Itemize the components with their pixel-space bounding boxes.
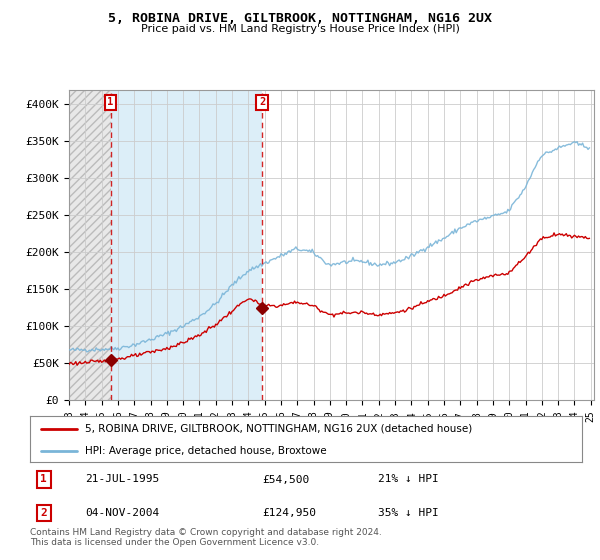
Text: 1: 1: [40, 474, 47, 484]
Text: 1: 1: [107, 97, 114, 108]
Bar: [110, 90, 262, 400]
Text: 5, ROBINA DRIVE, GILTBROOK, NOTTINGHAM, NG16 2UX: 5, ROBINA DRIVE, GILTBROOK, NOTTINGHAM, …: [108, 12, 492, 25]
Text: Price paid vs. HM Land Registry's House Price Index (HPI): Price paid vs. HM Land Registry's House …: [140, 24, 460, 34]
Text: 21-JUL-1995: 21-JUL-1995: [85, 474, 160, 484]
Text: £124,950: £124,950: [262, 508, 316, 518]
Text: HPI: Average price, detached house, Broxtowe: HPI: Average price, detached house, Brox…: [85, 446, 327, 455]
Text: Contains HM Land Registry data © Crown copyright and database right 2024.
This d: Contains HM Land Registry data © Crown c…: [30, 528, 382, 547]
Text: £54,500: £54,500: [262, 474, 309, 484]
Bar: [69, 90, 110, 400]
Text: 04-NOV-2004: 04-NOV-2004: [85, 508, 160, 518]
Text: 5, ROBINA DRIVE, GILTBROOK, NOTTINGHAM, NG16 2UX (detached house): 5, ROBINA DRIVE, GILTBROOK, NOTTINGHAM, …: [85, 424, 472, 434]
Text: 21% ↓ HPI: 21% ↓ HPI: [378, 474, 439, 484]
Text: 2: 2: [40, 508, 47, 518]
Text: 35% ↓ HPI: 35% ↓ HPI: [378, 508, 439, 518]
Text: 2: 2: [259, 97, 265, 108]
